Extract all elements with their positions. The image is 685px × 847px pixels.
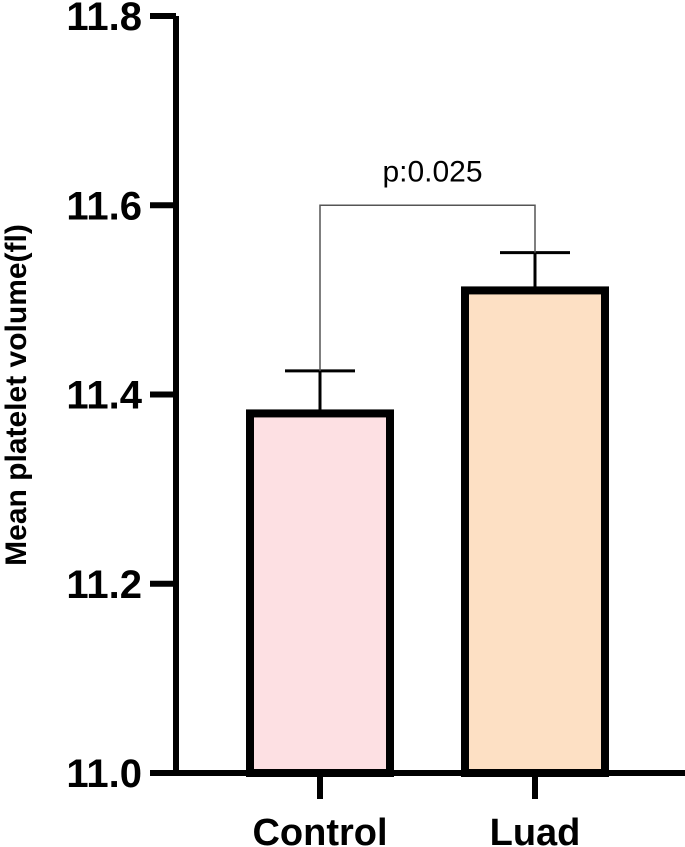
x-axis: Control Luad [173,770,685,847]
bar-luad [461,286,609,777]
y-tick-label: 11.8 [66,0,142,39]
y-tick-label: 11.6 [66,184,142,228]
x-tick-label: Control [252,812,387,847]
y-tick-label: 11.4 [66,374,142,418]
y-tick-label: 11.2 [66,563,142,607]
y-axis-title: Mean platelet volume(fl) [0,224,33,566]
bars [246,251,609,777]
x-tick-label: Luad [490,812,581,847]
significance-bracket [319,204,536,371]
y-axis: 11.0 11.2 11.4 11.6 11.8 [66,0,179,796]
bar-control [246,409,394,777]
significance-annotation: p:0.025 [319,155,536,371]
p-value-label: p:0.025 [382,155,482,188]
y-tick-label: 11.0 [66,752,142,796]
